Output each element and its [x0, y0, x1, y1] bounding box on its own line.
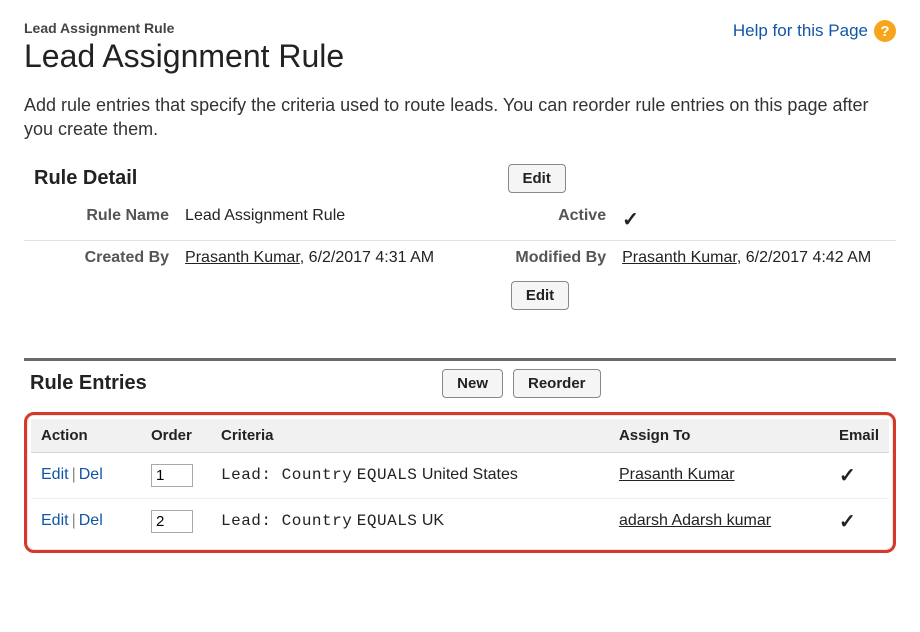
created-by-sep: ,: [300, 249, 309, 266]
help-for-this-page-link[interactable]: Help for this Page ?: [733, 20, 896, 42]
help-icon: ?: [874, 20, 896, 42]
modified-by-date: 6/2/2017 4:42 AM: [746, 249, 871, 266]
rule-entries-highlight-box: Action Order Criteria Assign To Email Ed…: [24, 412, 896, 553]
col-criteria: Criteria: [211, 419, 609, 453]
created-by-user-link[interactable]: Prasanth Kumar: [185, 249, 300, 266]
order-input[interactable]: [151, 464, 193, 487]
label-rule-name: Rule Name: [24, 199, 177, 241]
created-by-date: 6/2/2017 4:31 AM: [309, 249, 434, 266]
criteria-prefix: Lead: Country: [221, 466, 352, 484]
del-link[interactable]: Del: [79, 512, 103, 529]
rule-entries-heading: Rule Entries: [24, 372, 147, 395]
col-action: Action: [31, 419, 141, 453]
criteria-value: United States: [422, 466, 518, 483]
assign-to-link[interactable]: adarsh Adarsh kumar: [619, 512, 771, 529]
action-sep: |: [69, 512, 79, 529]
intro-text: Add rule entries that specify the criter…: [24, 93, 896, 142]
order-input[interactable]: [151, 510, 193, 533]
table-row: Edit|Del Lead: Country EQUALS United Sta…: [31, 452, 889, 498]
value-rule-name: Lead Assignment Rule: [177, 199, 461, 241]
label-active: Active: [461, 199, 615, 241]
col-assign-to: Assign To: [609, 419, 829, 453]
action-sep: |: [69, 466, 79, 483]
new-button[interactable]: New: [442, 369, 503, 398]
col-order: Order: [141, 419, 211, 453]
criteria-value: UK: [422, 512, 444, 529]
breadcrumb: Lead Assignment Rule: [24, 20, 344, 36]
edit-link[interactable]: Edit: [41, 512, 69, 529]
email-checkmark-icon: [839, 469, 856, 486]
edit-link[interactable]: Edit: [41, 466, 69, 483]
label-created-by: Created By: [24, 240, 177, 275]
page-title: Lead Assignment Rule: [24, 38, 344, 75]
edit-button-bottom[interactable]: Edit: [511, 281, 569, 310]
active-checkmark-icon: [622, 213, 639, 230]
email-checkmark-icon: [839, 515, 856, 532]
criteria-op: EQUALS: [357, 466, 418, 484]
col-email: Email: [829, 419, 889, 453]
modified-by-sep: ,: [737, 249, 746, 266]
assign-to-link[interactable]: Prasanth Kumar: [619, 466, 735, 483]
modified-by-user-link[interactable]: Prasanth Kumar: [622, 249, 737, 266]
criteria-prefix: Lead: Country: [221, 512, 352, 530]
help-link-label: Help for this Page: [733, 21, 868, 41]
rule-detail-grid: Rule Name Lead Assignment Rule Active Cr…: [24, 199, 896, 275]
criteria-op: EQUALS: [357, 512, 418, 530]
reorder-button[interactable]: Reorder: [513, 369, 601, 398]
table-row: Edit|Del Lead: Country EQUALS UK adarsh …: [31, 498, 889, 544]
del-link[interactable]: Del: [79, 466, 103, 483]
label-modified-by: Modified By: [461, 240, 615, 275]
rule-detail-heading: Rule Detail: [24, 167, 137, 190]
edit-button-top[interactable]: Edit: [508, 164, 566, 193]
rule-entries-table: Action Order Criteria Assign To Email Ed…: [31, 419, 889, 544]
